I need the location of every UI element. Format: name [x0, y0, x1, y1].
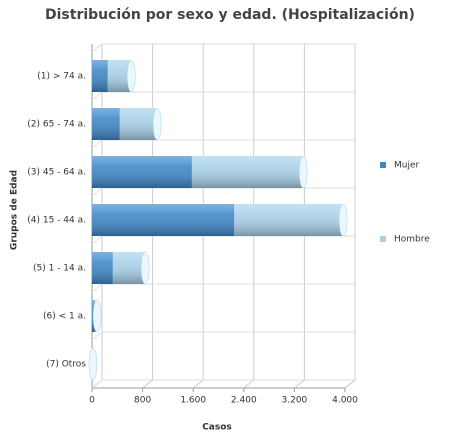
legend-label: Mujer	[394, 161, 420, 171]
x-tick-label: 4.000	[332, 396, 358, 406]
bar-cap	[338, 203, 348, 237]
row-separator	[91, 187, 103, 197]
bar-cap	[299, 155, 308, 189]
legend-swatch	[380, 236, 386, 242]
bar-shade	[92, 204, 235, 236]
x-axis-title: Casos	[202, 423, 232, 433]
bar-shade	[92, 252, 113, 284]
grid-line	[344, 379, 356, 389]
legend-swatch	[380, 162, 386, 168]
y-tick-label: (7) Otros	[46, 360, 86, 370]
grid-line	[192, 379, 204, 389]
row-separator	[91, 235, 103, 245]
x-tick-label: 800	[134, 396, 151, 406]
x-tick-label: 1.600	[180, 396, 206, 406]
x-tick-label: 3.200	[282, 396, 308, 406]
bar-shade	[107, 60, 132, 92]
bar-cap	[140, 251, 150, 285]
bar-shade	[234, 204, 344, 236]
y-tick-label: (3) 45 - 64 a.	[27, 168, 86, 178]
grid-line	[142, 379, 153, 389]
legend-label: Hombre	[394, 235, 430, 245]
row-separator	[91, 43, 103, 53]
bar-shade	[119, 108, 158, 140]
bar-cap	[126, 59, 136, 93]
chart-title: Distribución por sexo y edad. (Hospitali…	[45, 7, 415, 23]
y-tick-label: (1) > 74 a.	[37, 72, 86, 82]
bar-shade	[92, 60, 108, 92]
bar-cap	[88, 347, 98, 381]
bar-shade	[92, 108, 120, 140]
y-tick-label: (5) 1 - 14 a.	[33, 264, 86, 274]
row-separator	[91, 331, 103, 341]
bar-cap	[92, 299, 102, 333]
y-tick-label: (4) 15 - 44 a.	[27, 216, 86, 226]
bar-shade	[92, 156, 192, 188]
row-separator	[91, 283, 103, 293]
bar-shade	[112, 252, 146, 284]
y-tick-label: (6) < 1 a.	[43, 312, 86, 322]
y-tick-label: (2) 65 - 74 a.	[27, 120, 86, 130]
row-separator	[91, 139, 103, 149]
bar-cap	[152, 107, 162, 141]
row-separator	[91, 379, 103, 389]
bar-shade	[191, 156, 304, 188]
grid-line	[294, 379, 305, 389]
y-axis-title: Grupos de Edad	[10, 170, 20, 250]
x-tick-label: 0	[89, 396, 95, 406]
grid-line	[243, 379, 255, 389]
x-tick-label: 2.400	[231, 396, 257, 406]
row-separator	[91, 91, 103, 101]
